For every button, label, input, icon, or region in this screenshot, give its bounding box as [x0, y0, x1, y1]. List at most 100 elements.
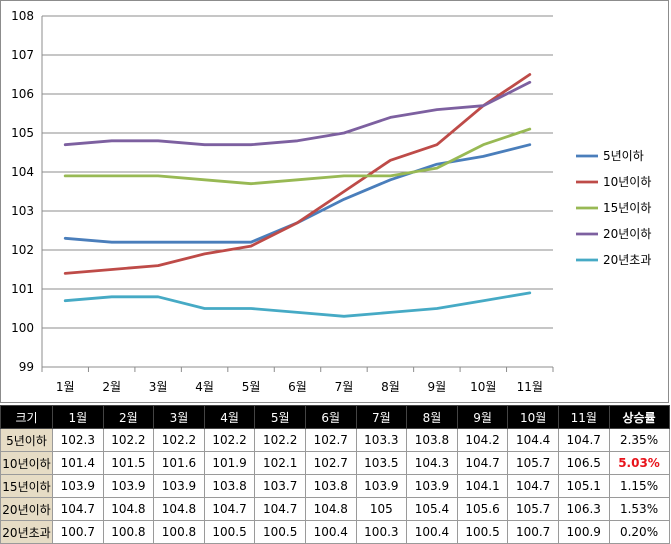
table-month-header: 5월 [254, 405, 306, 429]
table-cell: 104.8 [153, 497, 205, 521]
table-cell: 105 [355, 497, 408, 521]
table-cell: 103.9 [406, 474, 458, 498]
table-header-row: 크기 1월 2월 3월 4월 5월 6월 7월 8월 9월 10월 11월 상승률 [0, 405, 670, 429]
table-cell: 100.4 [406, 520, 458, 544]
table-month-header: 8월 [406, 405, 458, 429]
legend-label: 20년초과 [603, 253, 651, 267]
table-cell: 103.8 [406, 428, 458, 452]
table-month-header: 1월 [52, 405, 104, 429]
table-cell: 106.5 [557, 451, 610, 475]
table-rate-cell: 0.20% [608, 520, 670, 544]
table-cell: 101.5 [102, 451, 155, 475]
table-month-header: 4월 [203, 405, 256, 429]
table-cell: 104.8 [304, 497, 357, 521]
table-month-header: 7월 [355, 405, 408, 429]
table-cell: 102.1 [254, 451, 306, 475]
legend-label: 15년이하 [603, 201, 651, 215]
table-cell: 100.5 [203, 520, 256, 544]
x-tick-label: 8월 [381, 380, 400, 394]
table-rate-cell: 5.03% [608, 451, 670, 475]
table-row-label: 15년이하 [0, 474, 53, 498]
table-cell: 104.2 [456, 428, 509, 452]
x-tick-label: 7월 [335, 380, 354, 394]
table-cell: 100.7 [52, 520, 104, 544]
series-line-3 [63, 127, 532, 186]
table-row: 10년이하 101.4 101.5 101.6 101.9 102.1 102.7 103.5… [0, 451, 670, 475]
table-month-header: 3월 [153, 405, 205, 429]
table-rate-cell: 1.53% [608, 497, 670, 521]
table-cell: 103.7 [254, 474, 306, 498]
table-cell: 104.7 [557, 428, 610, 452]
table-cell: 103.9 [153, 474, 205, 498]
y-tick-label: 108 [11, 9, 34, 23]
table-cell: 104.8 [102, 497, 155, 521]
y-tick-label: 103 [11, 204, 34, 218]
y-tick-label: 99 [19, 360, 34, 374]
table-month-header: 11월 [557, 405, 610, 429]
x-tick-label: 9월 [428, 380, 447, 394]
series-line-2 [63, 73, 532, 275]
table-cell: 100.5 [456, 520, 509, 544]
table-cell: 102.2 [254, 428, 306, 452]
table-cell: 102.7 [304, 451, 357, 475]
series-line-1 [63, 143, 532, 244]
table-month-header: 9월 [456, 405, 509, 429]
data-table: 크기 1월 2월 3월 4월 5월 6월 7월 8월 9월 10월 11월 상승률 5년이하 102.3… [0, 405, 670, 544]
table-cell: 105.4 [406, 497, 458, 521]
chart-frame: 99 100 101 102 103 104 105 106 107 108 1월 2월 3월 4월 5월 6… [0, 0, 669, 403]
table-cell: 102.7 [304, 428, 357, 452]
table-cell: 103.9 [355, 474, 408, 498]
y-tick-label: 105 [11, 126, 34, 140]
table-row: 15년이하 103.9 103.9 103.9 103.8 103.7 103.8 103.9… [0, 474, 670, 498]
table-corner-header: 크기 [0, 405, 53, 429]
table-cell: 102.3 [52, 428, 104, 452]
table-cell: 104.4 [507, 428, 559, 452]
table-cell: 100.3 [355, 520, 408, 544]
table-cell: 103.5 [355, 451, 408, 475]
table-cell: 104.7 [254, 497, 306, 521]
y-tick-label: 104 [11, 165, 34, 179]
table-rate-cell: 2.35% [608, 428, 670, 452]
table-cell: 101.9 [203, 451, 256, 475]
x-tick-label: 5월 [242, 380, 261, 394]
table-cell: 103.8 [304, 474, 357, 498]
table-cell: 105.6 [456, 497, 509, 521]
table-row: 20년이하 104.7 104.8 104.8 104.7 104.7 104.8 105 10… [0, 497, 670, 521]
table-body: 5년이하 102.3 102.2 102.2 102.2 102.2 102.7 103.3 1… [0, 428, 670, 544]
y-tick-label: 100 [11, 321, 34, 335]
table-cell: 104.7 [456, 451, 509, 475]
table-cell: 102.2 [153, 428, 205, 452]
table-cell: 100.5 [254, 520, 306, 544]
x-tick-label: 4월 [195, 380, 214, 394]
y-tick-label: 102 [11, 243, 34, 257]
x-tick-label: 1월 [56, 380, 75, 394]
table-cell: 106.3 [557, 497, 610, 521]
table-cell: 100.4 [304, 520, 357, 544]
y-tick-label: 101 [11, 282, 34, 296]
table-cell: 103.9 [102, 474, 155, 498]
table-cell: 100.7 [507, 520, 559, 544]
table-cell: 103.8 [203, 474, 256, 498]
table-cell: 102.2 [102, 428, 155, 452]
y-tick-label: 106 [11, 87, 34, 101]
series-line-4 [63, 80, 532, 147]
table-cell: 105.7 [507, 451, 559, 475]
table-cell: 105.7 [507, 497, 559, 521]
table-row: 5년이하 102.3 102.2 102.2 102.2 102.2 102.7 103.3 1… [0, 428, 670, 452]
table-row-label: 5년이하 [0, 428, 53, 452]
table-rate-cell: 1.15% [608, 474, 670, 498]
legend-label: 5년이하 [603, 149, 644, 163]
table-month-header: 10월 [507, 405, 559, 429]
table-month-header: 6월 [304, 405, 357, 429]
table-cell: 104.7 [203, 497, 256, 521]
table-cell: 104.7 [507, 474, 559, 498]
legend-label: 10년이하 [603, 175, 651, 189]
legend-label: 20년이하 [603, 227, 651, 241]
table-row: 20년초과 100.7 100.8 100.8 100.5 100.5 100.4 100.3… [0, 520, 670, 544]
table-cell: 104.3 [406, 451, 458, 475]
table-month-header: 2월 [102, 405, 155, 429]
table-cell: 105.1 [557, 474, 610, 498]
table-cell: 100.8 [153, 520, 205, 544]
series-line-5 [63, 291, 532, 318]
table-row-label: 10년이하 [0, 451, 53, 475]
